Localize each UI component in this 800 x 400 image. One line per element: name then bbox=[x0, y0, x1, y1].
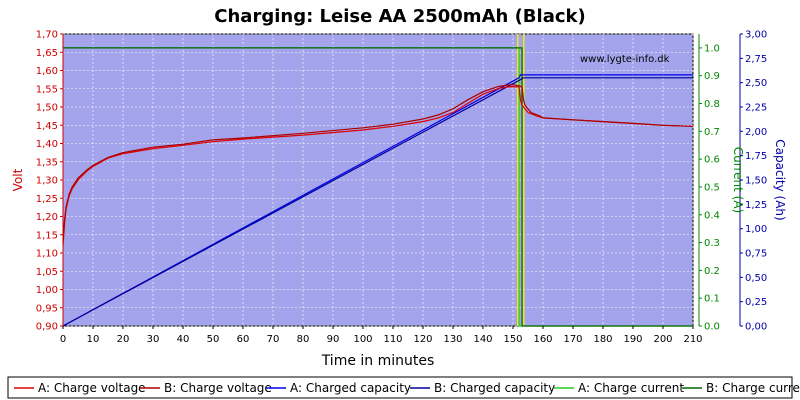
x-tick-label: 170 bbox=[563, 334, 582, 345]
capacity-tick-label: 2,75 bbox=[745, 54, 767, 65]
x-tick-label: 120 bbox=[413, 334, 432, 345]
volt-tick-label: 1,30 bbox=[36, 176, 58, 187]
legend-box bbox=[7, 376, 793, 399]
capacity-tick-label: 2,25 bbox=[745, 103, 767, 114]
capacity-tick-label: 0,00 bbox=[745, 322, 767, 333]
current-tick-label: 0.6 bbox=[704, 155, 720, 166]
current-tick-label: 0.9 bbox=[704, 71, 720, 82]
volt-tick-label: 1,10 bbox=[36, 249, 58, 260]
x-tick-label: 80 bbox=[297, 334, 310, 345]
legend-label: B: Charge current bbox=[706, 381, 800, 395]
x-tick-label: 30 bbox=[147, 334, 160, 345]
capacity-tick-label: 1,75 bbox=[745, 151, 767, 162]
current-tick-label: 1.0 bbox=[704, 43, 720, 54]
capacity-tick-label: 1,00 bbox=[745, 224, 767, 235]
capacity-tick-label: 2,50 bbox=[745, 78, 767, 89]
x-tick-label: 40 bbox=[177, 334, 190, 345]
capacity-tick-label: 0,50 bbox=[745, 273, 767, 284]
capacity-axis: 0,00 0,25 0,50 0,75 1,00 1,25 1,50 1,75 2,00 2,25… bbox=[739, 30, 767, 333]
x-tick-label: 160 bbox=[533, 334, 552, 345]
series-line-b-charged-capacity bbox=[62, 77, 693, 327]
legend-label: A: Charge current bbox=[578, 381, 684, 395]
legend: A: Charge voltage B: Charge voltage A: Cha… bbox=[7, 376, 800, 399]
x-tick-label: 70 bbox=[267, 334, 280, 345]
volt-tick-label: 1,50 bbox=[36, 103, 58, 114]
chart-title: Charging: Leise AA 2500mAh (Black) bbox=[214, 6, 585, 27]
x-tick-label: 110 bbox=[383, 334, 402, 345]
volt-tick-label: 0,90 bbox=[36, 322, 58, 333]
legend-label: A: Charge voltage bbox=[38, 381, 146, 395]
capacity-tick-label: 2,00 bbox=[745, 127, 767, 138]
volt-axis: 0,90 0,95 1,00 1,05 1,10 1,15 1,20 1,25 1,30 1,35… bbox=[36, 30, 64, 333]
volt-tick-label: 1,05 bbox=[36, 267, 58, 278]
x-tick-label: 90 bbox=[327, 334, 340, 345]
x-tick-label: 0 bbox=[60, 334, 66, 345]
x-tick-label: 20 bbox=[117, 334, 130, 345]
x-tick-label: 50 bbox=[207, 334, 220, 345]
x-tick-label: 140 bbox=[473, 334, 492, 345]
volt-tick-label: 1,25 bbox=[36, 194, 58, 205]
x-tick-label: 130 bbox=[443, 334, 462, 345]
time-axis: 0 10 20 30 40 50 60 70 80 90 100 110 120 130 140 150 160… bbox=[60, 326, 703, 345]
watermark: www.lygte-info.dk bbox=[580, 54, 670, 65]
volt-tick-label: 1,15 bbox=[36, 230, 58, 241]
capacity-tick-label: 1,50 bbox=[745, 176, 767, 187]
volt-tick-label: 1,35 bbox=[36, 157, 58, 168]
volt-tick-label: 1,45 bbox=[36, 121, 58, 132]
current-tick-label: 0.4 bbox=[704, 210, 720, 221]
x-axis-title: Time in minutes bbox=[321, 353, 435, 369]
capacity-tick-label: 0,25 bbox=[745, 297, 767, 308]
volt-tick-label: 0,95 bbox=[36, 303, 58, 314]
x-tick-label: 210 bbox=[683, 334, 702, 345]
volt-tick-label: 1,70 bbox=[36, 30, 58, 41]
current-tick-label: 0.5 bbox=[704, 182, 720, 193]
x-tick-label: 60 bbox=[237, 334, 250, 345]
legend-label: A: Charged capacity bbox=[290, 381, 411, 395]
current-tick-label: 0.7 bbox=[704, 127, 720, 138]
current-tick-label: 0.2 bbox=[704, 266, 720, 277]
series-line-a-charged-capacity bbox=[62, 74, 693, 327]
volt-tick-label: 1,40 bbox=[36, 139, 58, 150]
current-tick-label: 0.0 bbox=[704, 322, 720, 333]
x-tick-label: 150 bbox=[503, 334, 522, 345]
current-tick-label: 0.8 bbox=[704, 99, 720, 110]
capacity-tick-label: 1,25 bbox=[745, 200, 767, 211]
x-tick-label: 200 bbox=[653, 334, 672, 345]
x-tick-label: 100 bbox=[353, 334, 372, 345]
capacity-axis-title: Capacity (Ah) bbox=[773, 139, 787, 220]
current-axis: 0.0 0.1 0.2 0.3 0.4 0.5 0.6 0.7 0.8 0.9 1.0 bbox=[698, 34, 720, 333]
grid-lines bbox=[62, 33, 694, 327]
volt-axis-title: Volt bbox=[11, 168, 25, 191]
volt-tick-label: 1,20 bbox=[36, 212, 58, 223]
charge-end-highlight bbox=[517, 34, 525, 326]
current-tick-label: 0.1 bbox=[704, 294, 720, 305]
series-line-b-charge-voltage bbox=[62, 84, 694, 243]
capacity-tick-label: 3,00 bbox=[745, 30, 767, 41]
volt-tick-label: 1,60 bbox=[36, 66, 58, 77]
series-line-a-charge-voltage bbox=[62, 85, 694, 246]
legend-label: B: Charge voltage bbox=[164, 381, 272, 395]
legend-label: B: Charged capacity bbox=[434, 381, 555, 395]
series-layer bbox=[62, 47, 694, 327]
volt-tick-label: 1,55 bbox=[36, 84, 58, 95]
volt-tick-label: 1,65 bbox=[36, 48, 58, 59]
capacity-tick-label: 0,75 bbox=[745, 249, 767, 260]
volt-tick-label: 1,00 bbox=[36, 285, 58, 296]
series-line-b-charge-current bbox=[63, 47, 693, 327]
x-tick-label: 180 bbox=[593, 334, 612, 345]
current-axis-title: Current (A) bbox=[731, 147, 745, 213]
x-tick-label: 190 bbox=[623, 334, 642, 345]
x-tick-label: 10 bbox=[87, 334, 100, 345]
current-tick-label: 0.3 bbox=[704, 238, 720, 249]
